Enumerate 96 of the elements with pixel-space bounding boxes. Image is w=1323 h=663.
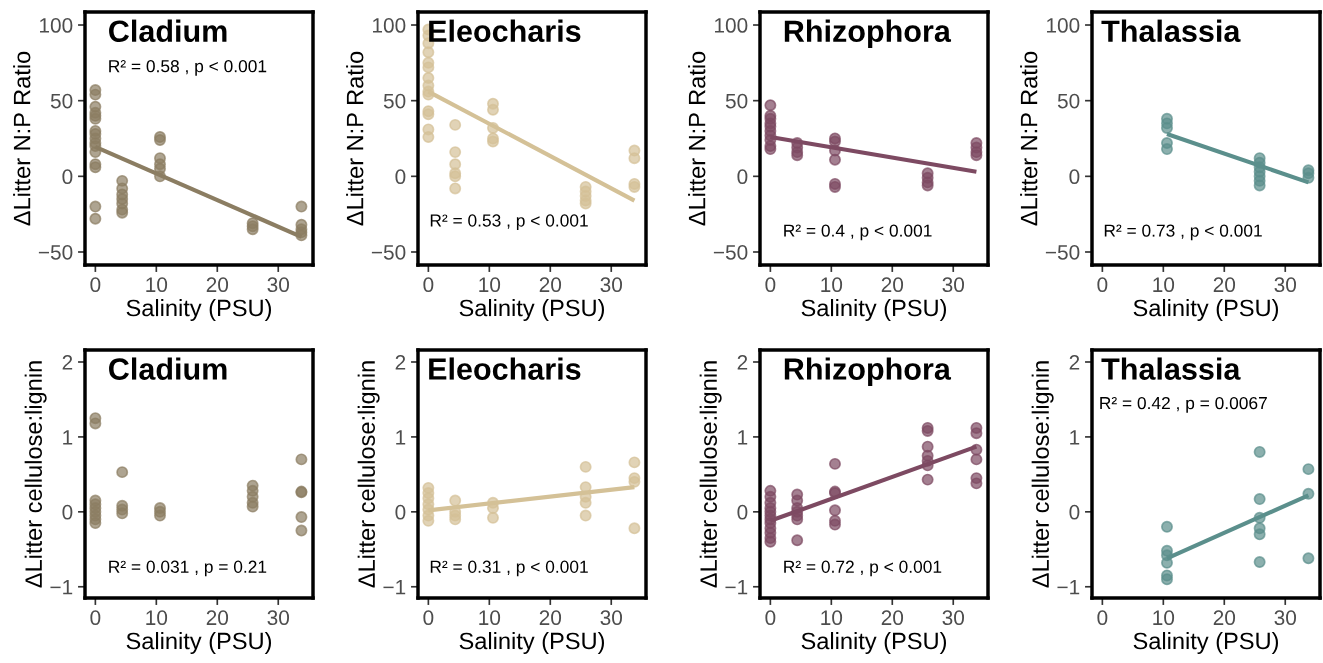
y-tick-label: 2: [62, 354, 73, 370]
x-axis-title: Salinity (PSU): [459, 299, 605, 322]
y-tick-label: 0: [1069, 504, 1080, 520]
y-tick-label: 0: [395, 169, 406, 185]
x-tick-label: 20: [539, 610, 562, 626]
annotation: R² = 0.72 , p < 0.001: [784, 560, 942, 577]
y-tick-label: 0: [62, 504, 73, 520]
x-tick-label: 0: [765, 277, 776, 293]
x-tick-label: 10: [1153, 610, 1175, 626]
x-tick-label: 10: [821, 277, 843, 293]
chart-title: Eleocharis: [429, 357, 581, 380]
y-tick-label: 1: [396, 430, 406, 445]
chart-title: Eleocharis: [429, 19, 581, 43]
y-tick-label: 100: [715, 18, 748, 33]
y-tick-label: 50: [383, 93, 406, 109]
x-tick-label: 30: [267, 610, 290, 626]
x-axis-title: Salinity (PSU): [1133, 632, 1279, 655]
x-tick-label: 30: [942, 277, 965, 293]
x-tick-label: 30: [1274, 610, 1297, 626]
annotation: R² = 0.53 , p < 0.001: [430, 214, 588, 231]
y-tick-label: −1: [725, 579, 748, 595]
y-tick-label: 1: [1070, 430, 1080, 445]
x-tick-label: 10: [1153, 277, 1175, 293]
y-tick-label: 1: [63, 430, 73, 445]
y-tick-label: 50: [50, 93, 73, 109]
x-tick-label: 0: [765, 610, 776, 626]
chart-title: Cladium: [109, 357, 227, 380]
annotation: R² = 0.58 , p < 0.001: [109, 60, 267, 76]
chart-title: Rhizophora: [784, 357, 952, 386]
x-axis-title: Salinity (PSU): [126, 299, 272, 322]
chart-title: Rhizophora: [784, 19, 952, 49]
y-tick-label: −50: [713, 244, 748, 260]
y-tick-label: 100: [373, 18, 406, 33]
x-tick-label: 20: [1213, 610, 1236, 626]
y-tick-label: 100: [1047, 18, 1080, 33]
y-tick-label: −1: [50, 579, 73, 595]
x-axis-title: Salinity (PSU): [459, 632, 605, 655]
x-tick-label: 0: [423, 277, 434, 293]
x-tick-label: 10: [821, 610, 843, 626]
y-axis-title: ΔLitter N:P Ratio: [13, 51, 31, 226]
x-tick-label: 30: [600, 277, 623, 293]
y-tick-label: −1: [383, 579, 406, 595]
y-tick-label: 2: [1069, 354, 1080, 370]
y-axis-title: ΔLitter cellulose:lignin: [24, 361, 47, 588]
y-tick-label: 2: [395, 354, 406, 370]
x-tick-label: 0: [423, 610, 434, 626]
x-tick-label: 30: [1274, 277, 1297, 293]
x-axis-title: Salinity (PSU): [801, 299, 947, 322]
x-tick-label: 10: [479, 610, 501, 626]
y-tick-label: 50: [725, 93, 748, 109]
x-tick-label: 0: [1097, 277, 1108, 293]
x-tick-label: 10: [146, 610, 168, 626]
x-tick-label: 20: [881, 277, 904, 293]
x-tick-label: 30: [267, 277, 290, 293]
annotation: R² = 0.4 , p < 0.001: [784, 224, 932, 241]
y-tick-label: 100: [40, 18, 73, 33]
x-tick-label: 10: [146, 277, 168, 293]
y-tick-label: 0: [1069, 169, 1080, 185]
x-tick-label: 0: [90, 277, 101, 293]
y-axis-title: ΔLitter cellulose:lignin: [699, 361, 722, 588]
x-tick-label: 20: [539, 277, 562, 293]
y-axis-title: ΔLitter N:P Ratio: [346, 51, 364, 226]
y-tick-label: 0: [395, 504, 406, 520]
y-axis-title: ΔLitter cellulose:lignin: [357, 361, 380, 588]
y-axis-title: ΔLitter cellulose:lignin: [1031, 361, 1054, 588]
y-tick-label: −50: [371, 244, 406, 260]
x-tick-label: 0: [90, 610, 101, 626]
annotation: R² = 0.031 , p = 0.21: [109, 560, 267, 577]
x-tick-label: 20: [1213, 277, 1236, 293]
y-tick-label: 1: [738, 430, 748, 445]
x-tick-label: 30: [942, 610, 965, 626]
x-tick-label: 20: [206, 610, 229, 626]
x-tick-label: 10: [479, 277, 501, 293]
annotation: R² = 0.31 , p < 0.001: [430, 560, 588, 577]
x-tick-label: 0: [1097, 610, 1108, 626]
y-tick-label: 0: [737, 504, 748, 520]
y-axis-title: ΔLitter N:P Ratio: [1020, 51, 1038, 226]
y-tick-label: −50: [1045, 244, 1080, 260]
x-axis-title: Salinity (PSU): [801, 632, 947, 655]
x-tick-label: 30: [600, 610, 623, 626]
x-axis-title: Salinity (PSU): [1133, 299, 1279, 322]
y-tick-label: −1: [1057, 579, 1080, 595]
y-tick-label: 0: [62, 169, 73, 185]
x-tick-label: 20: [206, 277, 229, 293]
chart-title: Thalassia: [1101, 357, 1241, 380]
y-tick-label: 0: [737, 169, 748, 185]
annotation: R² = 0.73 , p < 0.001: [1104, 224, 1262, 241]
y-tick-label: −50: [38, 244, 73, 260]
chart-title: Thalassia: [1101, 19, 1241, 43]
x-axis-title: Salinity (PSU): [126, 632, 272, 655]
y-axis-title: ΔLitter N:P Ratio: [688, 51, 706, 226]
annotation: R² = 0.42 , p = 0.0067: [1100, 396, 1267, 413]
y-tick-label: 50: [1057, 93, 1080, 109]
y-tick-label: 2: [737, 354, 748, 370]
chart-title: Cladium: [109, 19, 227, 43]
x-tick-label: 20: [881, 610, 904, 626]
